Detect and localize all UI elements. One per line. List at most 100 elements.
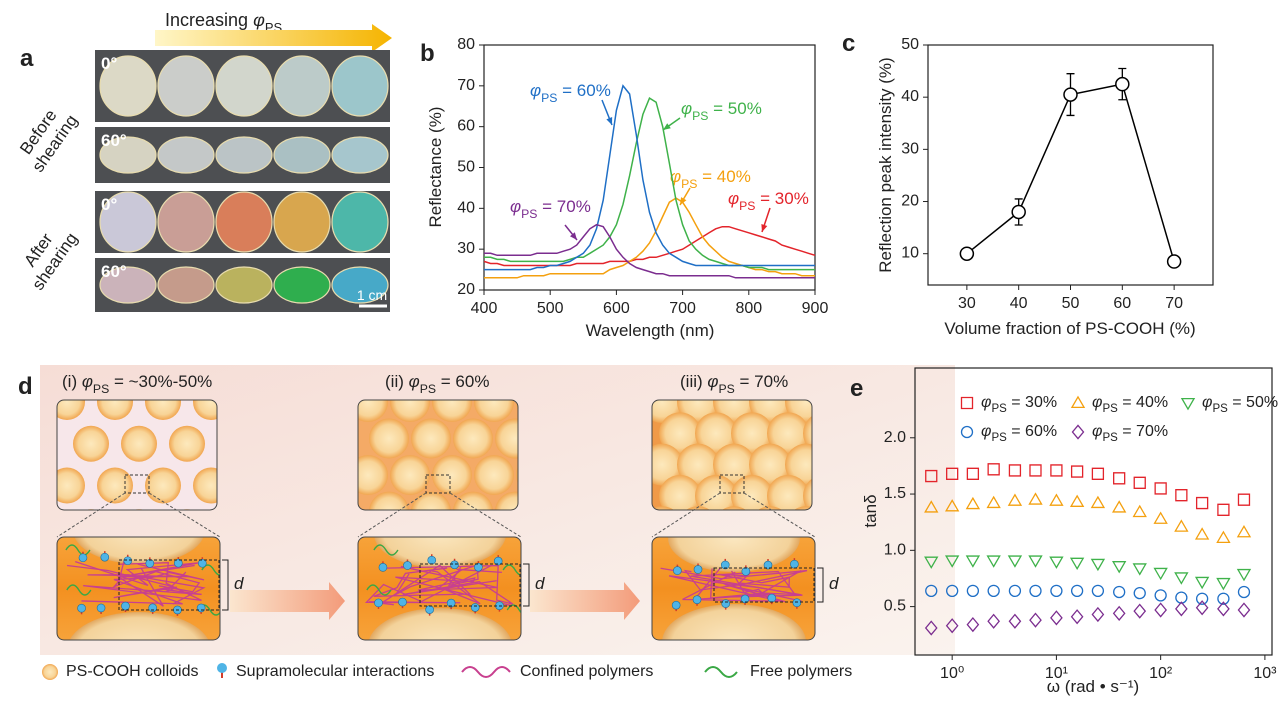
series-label: φPS = 40% — [670, 167, 751, 191]
x-tick-label: 50 — [1062, 295, 1080, 312]
data-point — [1029, 494, 1041, 504]
data-point — [967, 618, 978, 631]
data-point — [1072, 466, 1083, 477]
data-point — [1092, 559, 1104, 569]
data-point — [1238, 526, 1250, 536]
interaction-bead — [149, 604, 157, 612]
data-point — [1009, 465, 1020, 476]
interaction-bead — [673, 567, 681, 575]
data-point — [1051, 611, 1062, 624]
interaction-bead — [428, 556, 436, 564]
legend-marker — [1072, 397, 1084, 407]
legend-marker — [1182, 399, 1194, 409]
y-axis-label: Reflectance (%) — [426, 107, 445, 228]
legend-label: Confined polymers — [520, 663, 653, 680]
data-point — [1217, 532, 1229, 542]
legend-label: Free polymers — [750, 663, 852, 680]
data-point — [1175, 521, 1187, 531]
panel-letter: b — [420, 40, 435, 67]
data-point — [1155, 483, 1166, 494]
data-point — [1196, 577, 1208, 587]
sample-disc — [274, 137, 330, 173]
data-point — [1113, 562, 1125, 572]
legend-icon — [462, 667, 510, 677]
data-point — [1012, 205, 1025, 218]
sample-disc — [216, 192, 272, 252]
colloid — [369, 419, 409, 459]
legend-icon — [705, 667, 737, 677]
legend-icon — [42, 664, 58, 680]
sample-disc — [216, 267, 272, 303]
data-point — [1197, 593, 1208, 604]
data-line — [484, 227, 815, 266]
data-point — [1175, 573, 1187, 583]
x-tick-label: 10² — [1149, 665, 1173, 682]
y-tick-label: 2.0 — [884, 429, 906, 446]
x-tick-label: 60 — [1113, 295, 1131, 312]
legend-marker — [962, 427, 973, 438]
data-point — [1238, 494, 1249, 505]
sample-disc — [216, 137, 272, 173]
data-point — [1092, 497, 1104, 507]
colloid — [453, 419, 493, 459]
colloid — [411, 419, 451, 459]
data-point — [1217, 579, 1229, 589]
data-point — [1029, 556, 1041, 566]
arrow-head — [663, 123, 671, 130]
interaction-bead — [793, 599, 801, 607]
y-tick-label: 30 — [901, 141, 919, 158]
data-point — [1134, 588, 1145, 599]
data-point — [1176, 490, 1187, 501]
interaction-bead — [78, 604, 86, 612]
x-tick-label: 30 — [958, 295, 976, 312]
sample-disc — [216, 56, 272, 116]
legend-marker — [962, 398, 973, 409]
x-tick-label: 900 — [802, 300, 829, 317]
angle-label: 60° — [101, 262, 127, 281]
panel-letter: a — [20, 45, 34, 72]
data-point — [1238, 586, 1249, 597]
data-point — [1218, 504, 1229, 515]
data-point — [1155, 603, 1166, 616]
x-tick-label: 70 — [1165, 295, 1183, 312]
y-axis-label: Reflection peak intensity (%) — [876, 57, 895, 272]
data-point — [1050, 557, 1062, 567]
interaction-bead — [146, 559, 154, 567]
data-point — [1116, 78, 1129, 91]
interaction-bead — [124, 557, 132, 565]
data-point — [1051, 465, 1062, 476]
data-point — [1071, 496, 1083, 506]
data-point — [1134, 605, 1145, 618]
y-tick-label: 70 — [457, 77, 475, 94]
y-axis-label: tanδ — [861, 494, 880, 527]
y-tick-label: 20 — [457, 281, 475, 298]
data-point — [1114, 473, 1125, 484]
legend-label: φPS = 70% — [1092, 423, 1168, 444]
interaction-bead — [121, 602, 129, 610]
series-label: φPS = 60% — [530, 81, 611, 105]
x-tick-label: 40 — [1010, 295, 1028, 312]
data-point — [1114, 607, 1125, 620]
data-point — [967, 585, 978, 596]
y-tick-label: 50 — [457, 159, 475, 176]
colloid — [121, 426, 157, 462]
sample-disc — [158, 56, 214, 116]
colloid — [390, 455, 430, 495]
data-point — [967, 468, 978, 479]
data-point — [1238, 603, 1249, 616]
data-point — [1134, 477, 1145, 488]
sample-disc — [274, 56, 330, 116]
legend-label: φPS = 50% — [1202, 394, 1278, 415]
interaction-bead — [790, 560, 798, 568]
interaction-bead — [79, 554, 87, 562]
x-axis-label: ω (rad • s⁻¹) — [1047, 677, 1139, 696]
x-tick-label: 400 — [471, 300, 498, 317]
data-point — [1155, 568, 1167, 578]
y-tick-label: 1.5 — [884, 485, 906, 502]
data-point — [1238, 570, 1250, 580]
legend-label: PS-COOH colloids — [66, 663, 198, 680]
legend-icon — [217, 663, 227, 673]
data-point — [1176, 602, 1187, 615]
data-point — [1009, 615, 1020, 628]
data-point — [1114, 586, 1125, 597]
